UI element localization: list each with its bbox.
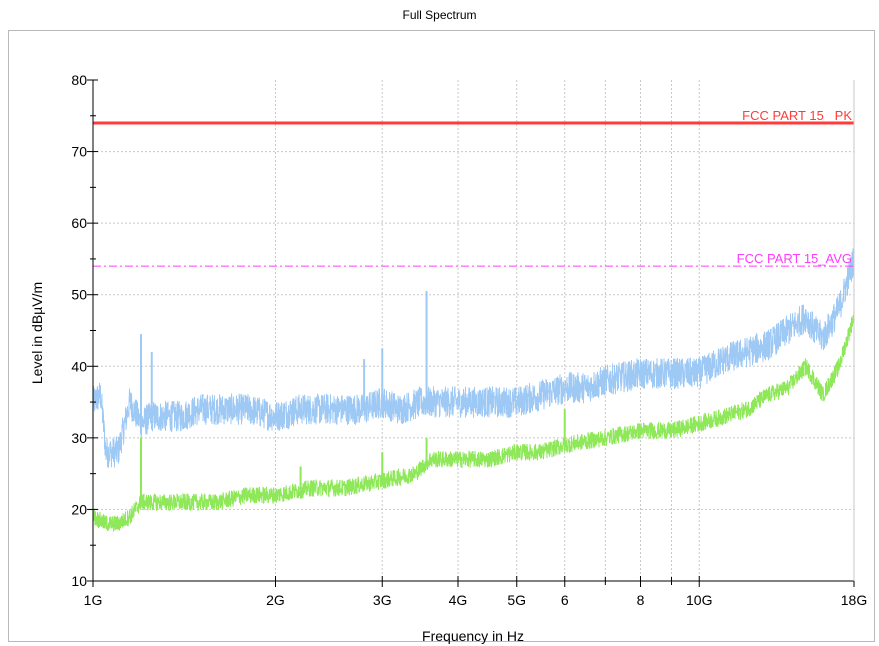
chart-title: Full Spectrum — [402, 8, 477, 22]
y-tick-label: 60 — [71, 215, 87, 231]
x-tick-label: 10G — [686, 592, 712, 608]
limit-label-0: FCC PART 15_ PK — [742, 108, 852, 123]
chart-frame — [8, 30, 875, 642]
x-tick-label: 4G — [449, 592, 468, 608]
y-axis-title: Level in dBµV/m — [29, 282, 45, 384]
series-0-trace — [93, 247, 854, 468]
x-tick-label: 5G — [507, 592, 526, 608]
y-tick-label: 50 — [71, 287, 87, 303]
series-layer — [93, 247, 854, 532]
y-tick-label: 20 — [71, 501, 87, 517]
grid — [93, 80, 854, 581]
series-1-trace — [93, 308, 854, 532]
x-axis-title: Frequency in Hz — [422, 628, 524, 644]
x-tick-label: 1G — [84, 592, 103, 608]
y-tick-label: 80 — [71, 72, 87, 88]
x-tick-label: 6 — [561, 592, 569, 608]
axes: 10 20 30 40 50 60 70 80 1G 2G 3G 4G 5G 6 8 10G 18G — [71, 72, 867, 608]
x-tick-label: 18G — [841, 592, 867, 608]
x-tick-label: 3G — [373, 592, 392, 608]
y-tick-label: 40 — [71, 358, 87, 374]
x-tick-label: 8 — [637, 592, 645, 608]
y-tick-label: 30 — [71, 430, 87, 446]
x-tick-label: 2G — [266, 592, 285, 608]
y-tick-label: 10 — [71, 573, 87, 589]
y-tick-label: 70 — [71, 144, 87, 160]
limit-label-1: FCC PART 15_AVG — [737, 251, 852, 266]
limit-lines: FCC PART 15_ PK FCC PART 15_AVG — [93, 108, 854, 267]
